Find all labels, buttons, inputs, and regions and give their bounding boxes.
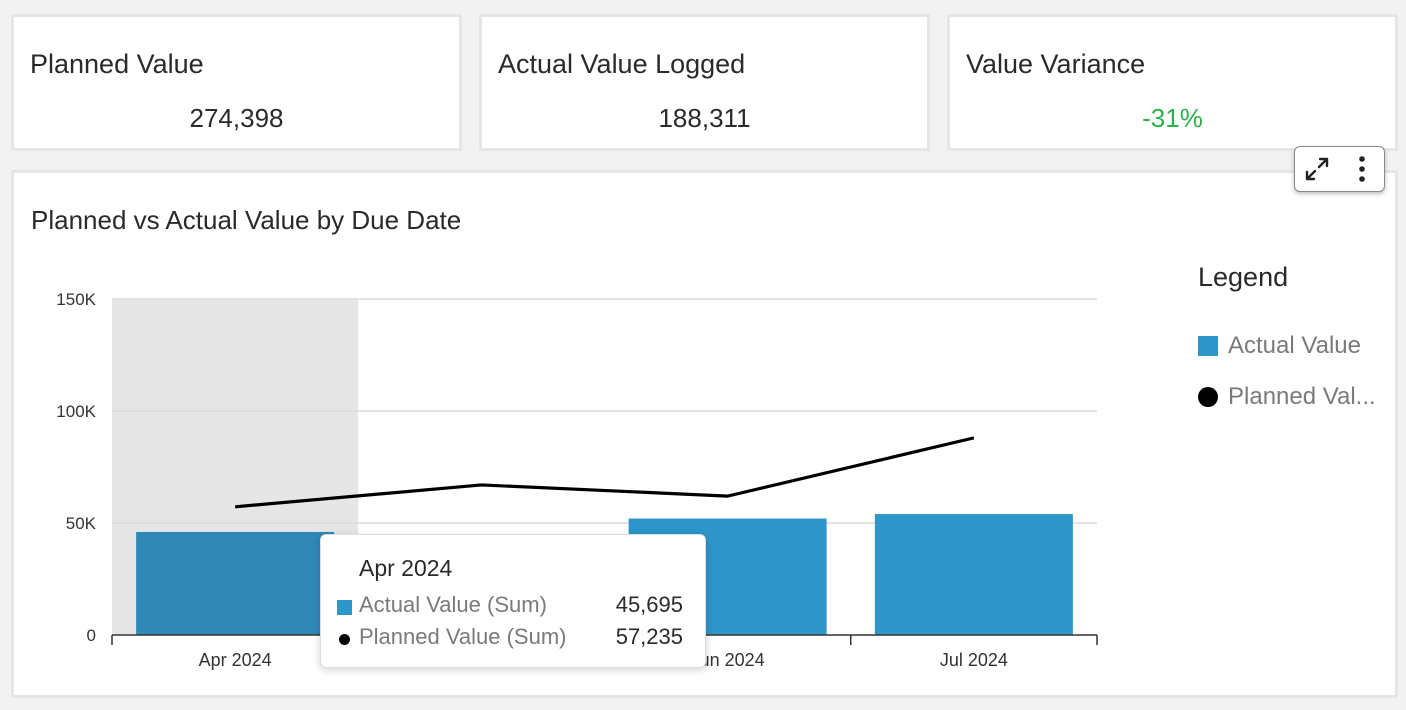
tooltip-square-icon xyxy=(337,600,352,615)
y-tick-label: 0 xyxy=(87,626,96,645)
kpi-title: Planned Value xyxy=(30,49,204,79)
bar xyxy=(136,531,335,635)
tooltip-title: Apr 2024 xyxy=(359,555,453,581)
expand-icon xyxy=(1306,157,1329,181)
kpi-value: -31% xyxy=(1142,103,1203,133)
kpi-title: Value Variance xyxy=(966,49,1146,79)
more-options-button[interactable] xyxy=(1340,147,1385,191)
x-tick-label: Jul 2024 xyxy=(940,650,1008,670)
tooltip-value: 45,695 xyxy=(615,592,683,617)
tooltip-label: Actual Value (Sum) xyxy=(359,592,547,617)
expand-button[interactable] xyxy=(1295,147,1340,191)
legend-label: Actual Value xyxy=(1228,332,1361,359)
legend-square-icon xyxy=(1198,336,1218,356)
y-tick-label: 100K xyxy=(56,402,96,421)
more-vertical-icon xyxy=(1358,156,1365,182)
tooltip-label: Planned Value (Sum) xyxy=(359,624,567,649)
legend-label: Planned Val... xyxy=(1228,383,1376,410)
legend-title: Legend xyxy=(1198,262,1289,292)
x-tick-label: Jun 2024 xyxy=(691,650,765,670)
kpi-title: Actual Value Logged xyxy=(498,49,746,79)
legend-item-planned-value[interactable]: Planned Val... xyxy=(1198,383,1376,411)
tooltip-dot-icon xyxy=(339,634,350,645)
planned-value-line xyxy=(234,436,975,509)
tooltip-row: Actual Value (Sum) 45,695 xyxy=(337,592,683,622)
tooltip-value: 57,235 xyxy=(615,624,683,649)
kpi-value: 274,398 xyxy=(189,103,284,133)
chart-tooltip: Apr 2024 Actual Value (Sum) 45,695 Plann… xyxy=(320,534,706,668)
legend-dot-icon xyxy=(1198,387,1218,407)
kpi-card-value-variance: Value Variance -31% xyxy=(947,14,1398,151)
kpi-card-actual-value: Actual Value Logged 188,311 xyxy=(479,14,930,151)
chart-title: Planned vs Actual Value by Due Date xyxy=(31,205,462,235)
legend-item-actual-value[interactable]: Actual Value xyxy=(1198,332,1361,360)
x-tick-label: Apr 2024 xyxy=(199,650,272,670)
visual-toolbar xyxy=(1294,146,1385,192)
y-tick-label: 50K xyxy=(66,514,97,533)
tooltip-row: Planned Value (Sum) 57,235 xyxy=(337,624,683,654)
kpi-card-planned-value: Planned Value 274,398 xyxy=(11,14,462,151)
bar xyxy=(874,514,1073,635)
y-tick-label: 150K xyxy=(56,290,96,309)
kpi-value: 188,311 xyxy=(658,103,751,133)
